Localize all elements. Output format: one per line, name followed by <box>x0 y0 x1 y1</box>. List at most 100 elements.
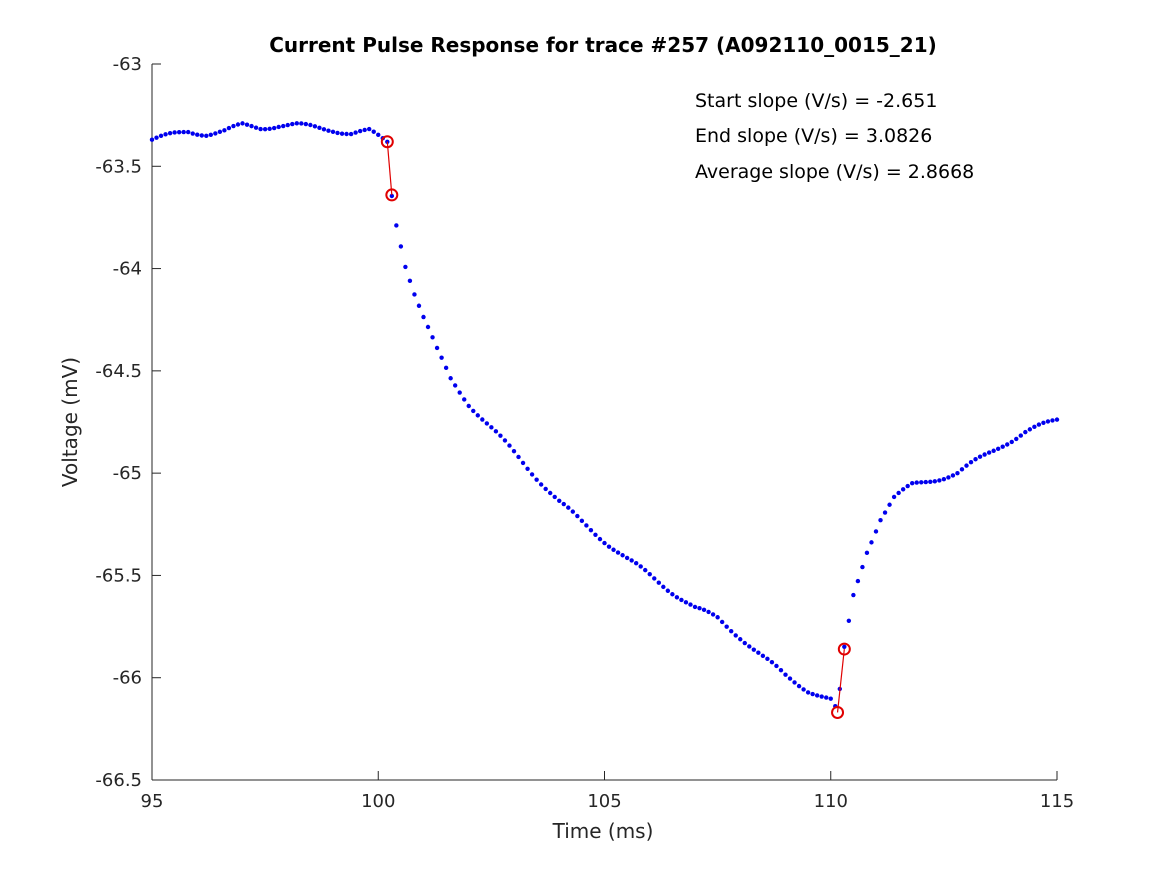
data-point <box>683 600 689 605</box>
data-point <box>774 663 779 669</box>
data-point <box>457 390 462 395</box>
data-point <box>493 429 499 434</box>
data-point <box>172 130 177 135</box>
data-point <box>751 647 757 652</box>
data-point <box>222 128 227 133</box>
data-point <box>597 536 603 542</box>
annotation-average-slope: Average slope (V/s) = 2.8668 <box>695 161 974 183</box>
data-point <box>416 303 422 308</box>
data-point <box>471 408 476 414</box>
data-point <box>240 121 245 126</box>
data-point <box>376 132 381 138</box>
slope-point-marker <box>831 705 845 719</box>
data-point <box>548 490 553 496</box>
data-point <box>928 479 933 485</box>
data-point <box>367 126 372 132</box>
data-point <box>425 324 431 330</box>
data-point <box>670 592 675 597</box>
data-point <box>1045 419 1051 424</box>
data-point <box>738 637 743 642</box>
data-point <box>299 121 304 126</box>
y-axis: -63 -63.5 -64 -64.5 -65 -65.5 -66 -66.5 <box>95 54 161 791</box>
data-point <box>923 479 928 485</box>
data-point <box>765 656 770 662</box>
data-point <box>480 417 485 422</box>
data-point <box>991 448 996 453</box>
data-point <box>611 547 616 552</box>
data-point <box>588 527 594 533</box>
data-point <box>887 502 892 507</box>
slope-segment <box>386 141 393 195</box>
data-point <box>190 131 195 136</box>
data-point <box>701 607 707 613</box>
data-point <box>204 133 209 139</box>
data-point <box>303 121 309 127</box>
data-point <box>919 480 924 485</box>
data-point <box>914 480 919 485</box>
y-tick-label: -63 <box>113 54 142 75</box>
y-tick-label: -65 <box>113 463 142 484</box>
data-point <box>335 130 340 136</box>
data-point <box>258 126 263 132</box>
data-point <box>783 672 788 677</box>
data-point <box>801 687 806 692</box>
trace-series <box>149 121 1060 709</box>
data-point <box>452 383 458 388</box>
data-point <box>846 618 852 623</box>
data-point <box>525 466 530 471</box>
x-tick-label: 110 <box>814 791 848 812</box>
data-point <box>262 126 268 132</box>
data-point <box>529 472 535 477</box>
data-point <box>824 695 829 700</box>
data-point <box>398 244 404 249</box>
data-point <box>244 122 250 127</box>
x-tick-label: 100 <box>361 791 395 812</box>
data-point <box>407 278 413 284</box>
data-point <box>855 578 861 584</box>
data-point <box>692 604 698 610</box>
data-point <box>176 129 182 135</box>
data-point <box>805 690 811 695</box>
data-point <box>181 129 186 135</box>
data-point <box>217 129 223 135</box>
data-point <box>955 471 960 476</box>
data-point <box>235 122 241 127</box>
data-point <box>421 314 426 320</box>
data-point <box>869 540 874 545</box>
data-point <box>362 127 367 133</box>
data-point <box>462 397 467 402</box>
chart-title: Current Pulse Response for trace #257 (A… <box>269 33 937 57</box>
data-point <box>688 602 693 607</box>
data-point <box>652 576 657 581</box>
y-tick-label: -64.5 <box>95 361 142 382</box>
data-point <box>321 127 327 132</box>
y-tick-label: -65.5 <box>95 565 142 586</box>
data-point <box>1023 429 1028 435</box>
x-tick-label: 95 <box>141 791 164 812</box>
data-point <box>814 693 820 698</box>
data-point <box>724 624 729 629</box>
data-point <box>593 532 598 537</box>
data-point <box>986 450 992 455</box>
data-point <box>199 133 204 138</box>
data-point <box>756 650 761 655</box>
data-point <box>348 131 354 137</box>
data-point <box>941 476 947 482</box>
data-point <box>403 264 408 270</box>
data-point <box>353 130 358 135</box>
data-point <box>959 467 965 472</box>
data-point <box>864 550 870 556</box>
data-point <box>620 553 625 558</box>
data-point <box>1014 436 1019 442</box>
data-point <box>873 529 879 534</box>
data-point <box>787 676 793 681</box>
data-point <box>719 619 725 625</box>
data-point <box>443 365 449 371</box>
data-point <box>267 126 272 132</box>
data-point <box>357 128 363 134</box>
data-point <box>851 592 856 598</box>
data-point <box>570 509 576 514</box>
data-point <box>317 125 322 131</box>
data-point <box>796 683 802 689</box>
